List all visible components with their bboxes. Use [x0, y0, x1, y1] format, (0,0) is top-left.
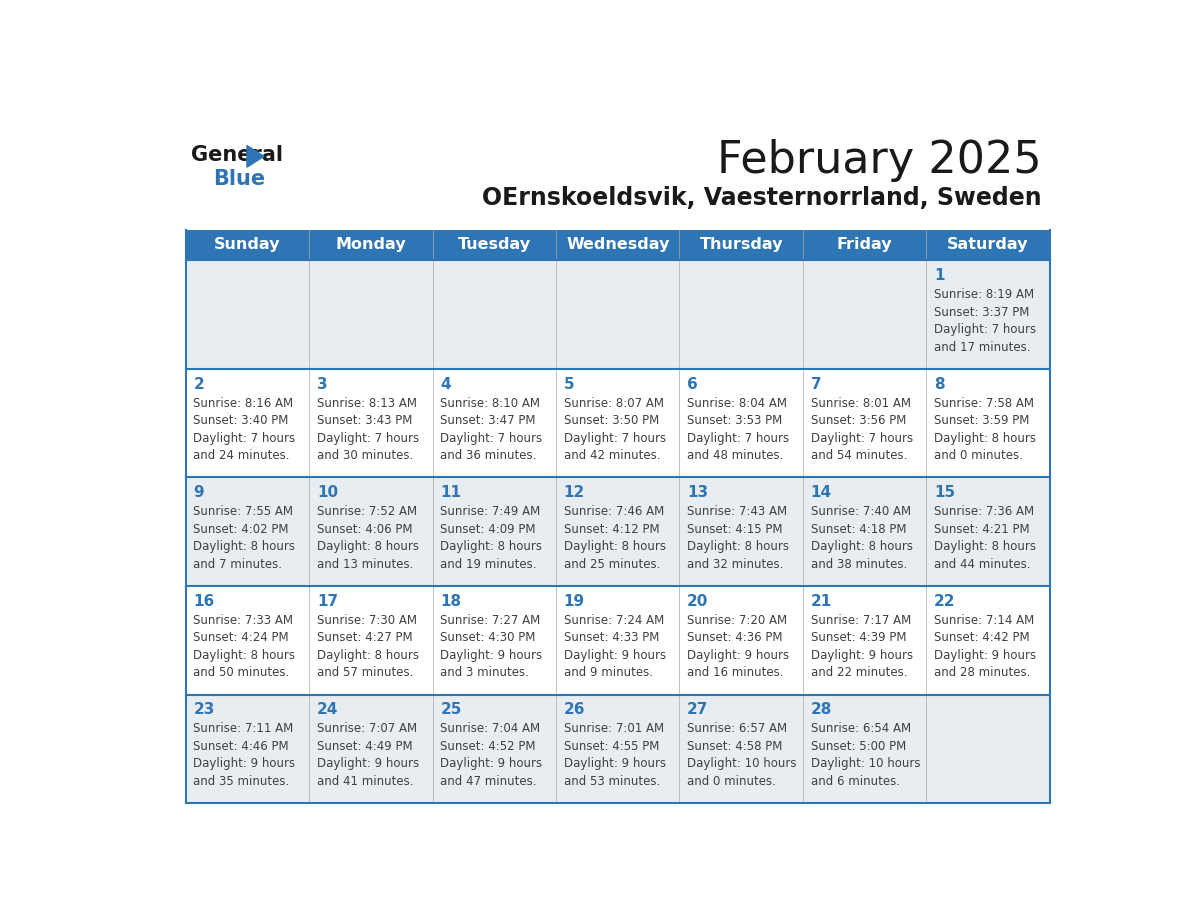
- Text: 27: 27: [687, 702, 708, 717]
- Text: February 2025: February 2025: [718, 139, 1042, 182]
- Text: Sunrise: 7:20 AM
Sunset: 4:36 PM
Daylight: 9 hours
and 16 minutes.: Sunrise: 7:20 AM Sunset: 4:36 PM Dayligh…: [687, 614, 789, 679]
- Text: 23: 23: [194, 702, 215, 717]
- Text: 21: 21: [810, 594, 832, 609]
- Text: 11: 11: [441, 485, 461, 500]
- Text: 26: 26: [564, 702, 586, 717]
- Text: 15: 15: [934, 485, 955, 500]
- Text: Sunrise: 7:14 AM
Sunset: 4:42 PM
Daylight: 9 hours
and 28 minutes.: Sunrise: 7:14 AM Sunset: 4:42 PM Dayligh…: [934, 614, 1036, 679]
- Text: Sunrise: 8:07 AM
Sunset: 3:50 PM
Daylight: 7 hours
and 42 minutes.: Sunrise: 8:07 AM Sunset: 3:50 PM Dayligh…: [564, 397, 666, 462]
- Text: Sunrise: 7:27 AM
Sunset: 4:30 PM
Daylight: 9 hours
and 3 minutes.: Sunrise: 7:27 AM Sunset: 4:30 PM Dayligh…: [441, 614, 543, 679]
- Text: Sunrise: 7:36 AM
Sunset: 4:21 PM
Daylight: 8 hours
and 44 minutes.: Sunrise: 7:36 AM Sunset: 4:21 PM Dayligh…: [934, 505, 1036, 571]
- Text: Thursday: Thursday: [700, 238, 783, 252]
- Text: Tuesday: Tuesday: [457, 238, 531, 252]
- Text: Sunrise: 8:19 AM
Sunset: 3:37 PM
Daylight: 7 hours
and 17 minutes.: Sunrise: 8:19 AM Sunset: 3:37 PM Dayligh…: [934, 288, 1036, 353]
- Text: Saturday: Saturday: [947, 238, 1029, 252]
- Text: Sunrise: 7:43 AM
Sunset: 4:15 PM
Daylight: 8 hours
and 32 minutes.: Sunrise: 7:43 AM Sunset: 4:15 PM Dayligh…: [687, 505, 789, 571]
- Text: Sunrise: 7:49 AM
Sunset: 4:09 PM
Daylight: 8 hours
and 19 minutes.: Sunrise: 7:49 AM Sunset: 4:09 PM Dayligh…: [441, 505, 543, 571]
- Bar: [927, 230, 1050, 261]
- Text: Sunrise: 8:01 AM
Sunset: 3:56 PM
Daylight: 7 hours
and 54 minutes.: Sunrise: 8:01 AM Sunset: 3:56 PM Dayligh…: [810, 397, 912, 462]
- Text: Sunrise: 7:55 AM
Sunset: 4:02 PM
Daylight: 8 hours
and 7 minutes.: Sunrise: 7:55 AM Sunset: 4:02 PM Dayligh…: [194, 505, 296, 571]
- Text: Sunrise: 7:24 AM
Sunset: 4:33 PM
Daylight: 9 hours
and 9 minutes.: Sunrise: 7:24 AM Sunset: 4:33 PM Dayligh…: [564, 614, 666, 679]
- Text: General: General: [191, 145, 283, 165]
- Bar: [185, 477, 1050, 586]
- Text: 6: 6: [687, 376, 699, 392]
- Bar: [185, 695, 1050, 803]
- Text: 20: 20: [687, 594, 708, 609]
- Text: 5: 5: [564, 376, 575, 392]
- Text: 10: 10: [317, 485, 339, 500]
- Text: 7: 7: [810, 376, 821, 392]
- Bar: [556, 230, 680, 261]
- Text: 3: 3: [317, 376, 328, 392]
- Bar: [185, 586, 1050, 695]
- Text: Sunrise: 7:30 AM
Sunset: 4:27 PM
Daylight: 8 hours
and 57 minutes.: Sunrise: 7:30 AM Sunset: 4:27 PM Dayligh…: [317, 614, 419, 679]
- Text: 9: 9: [194, 485, 204, 500]
- Text: Blue: Blue: [213, 170, 265, 189]
- Text: 18: 18: [441, 594, 461, 609]
- Bar: [185, 261, 1050, 369]
- Text: 16: 16: [194, 594, 215, 609]
- Text: OErnskoeldsvik, Vaesternorrland, Sweden: OErnskoeldsvik, Vaesternorrland, Sweden: [482, 186, 1042, 210]
- Bar: [803, 230, 927, 261]
- Text: 2: 2: [194, 376, 204, 392]
- Text: 8: 8: [934, 376, 944, 392]
- Bar: [432, 230, 556, 261]
- Text: 22: 22: [934, 594, 955, 609]
- Text: Sunrise: 8:13 AM
Sunset: 3:43 PM
Daylight: 7 hours
and 30 minutes.: Sunrise: 8:13 AM Sunset: 3:43 PM Dayligh…: [317, 397, 419, 462]
- Text: Wednesday: Wednesday: [565, 238, 670, 252]
- Text: Sunrise: 7:52 AM
Sunset: 4:06 PM
Daylight: 8 hours
and 13 minutes.: Sunrise: 7:52 AM Sunset: 4:06 PM Dayligh…: [317, 505, 419, 571]
- Text: 1: 1: [934, 268, 944, 283]
- Bar: [185, 369, 1050, 477]
- Text: Sunrise: 8:16 AM
Sunset: 3:40 PM
Daylight: 7 hours
and 24 minutes.: Sunrise: 8:16 AM Sunset: 3:40 PM Dayligh…: [194, 397, 296, 462]
- Text: 12: 12: [564, 485, 584, 500]
- Text: 28: 28: [810, 702, 832, 717]
- Text: Sunrise: 7:17 AM
Sunset: 4:39 PM
Daylight: 9 hours
and 22 minutes.: Sunrise: 7:17 AM Sunset: 4:39 PM Dayligh…: [810, 614, 912, 679]
- Text: 4: 4: [441, 376, 451, 392]
- Text: 14: 14: [810, 485, 832, 500]
- Text: Sunrise: 7:33 AM
Sunset: 4:24 PM
Daylight: 8 hours
and 50 minutes.: Sunrise: 7:33 AM Sunset: 4:24 PM Dayligh…: [194, 614, 296, 679]
- Text: Sunday: Sunday: [214, 238, 280, 252]
- Text: Sunrise: 7:46 AM
Sunset: 4:12 PM
Daylight: 8 hours
and 25 minutes.: Sunrise: 7:46 AM Sunset: 4:12 PM Dayligh…: [564, 505, 665, 571]
- Text: 13: 13: [687, 485, 708, 500]
- Text: Monday: Monday: [335, 238, 406, 252]
- Text: Sunrise: 6:54 AM
Sunset: 5:00 PM
Daylight: 10 hours
and 6 minutes.: Sunrise: 6:54 AM Sunset: 5:00 PM Dayligh…: [810, 722, 921, 788]
- Text: Sunrise: 7:07 AM
Sunset: 4:49 PM
Daylight: 9 hours
and 41 minutes.: Sunrise: 7:07 AM Sunset: 4:49 PM Dayligh…: [317, 722, 419, 788]
- Text: Sunrise: 7:04 AM
Sunset: 4:52 PM
Daylight: 9 hours
and 47 minutes.: Sunrise: 7:04 AM Sunset: 4:52 PM Dayligh…: [441, 722, 543, 788]
- Bar: [185, 230, 309, 261]
- Text: Sunrise: 7:01 AM
Sunset: 4:55 PM
Daylight: 9 hours
and 53 minutes.: Sunrise: 7:01 AM Sunset: 4:55 PM Dayligh…: [564, 722, 666, 788]
- Text: 17: 17: [317, 594, 339, 609]
- Text: 24: 24: [317, 702, 339, 717]
- Text: Sunrise: 7:58 AM
Sunset: 3:59 PM
Daylight: 8 hours
and 0 minutes.: Sunrise: 7:58 AM Sunset: 3:59 PM Dayligh…: [934, 397, 1036, 462]
- Text: Sunrise: 6:57 AM
Sunset: 4:58 PM
Daylight: 10 hours
and 0 minutes.: Sunrise: 6:57 AM Sunset: 4:58 PM Dayligh…: [687, 722, 797, 788]
- Bar: [680, 230, 803, 261]
- Bar: [309, 230, 432, 261]
- Text: 25: 25: [441, 702, 462, 717]
- Polygon shape: [247, 146, 264, 167]
- Text: Sunrise: 8:10 AM
Sunset: 3:47 PM
Daylight: 7 hours
and 36 minutes.: Sunrise: 8:10 AM Sunset: 3:47 PM Dayligh…: [441, 397, 543, 462]
- Text: Sunrise: 8:04 AM
Sunset: 3:53 PM
Daylight: 7 hours
and 48 minutes.: Sunrise: 8:04 AM Sunset: 3:53 PM Dayligh…: [687, 397, 789, 462]
- Text: Sunrise: 7:11 AM
Sunset: 4:46 PM
Daylight: 9 hours
and 35 minutes.: Sunrise: 7:11 AM Sunset: 4:46 PM Dayligh…: [194, 722, 296, 788]
- Text: Friday: Friday: [836, 238, 892, 252]
- Text: 19: 19: [564, 594, 584, 609]
- Text: Sunrise: 7:40 AM
Sunset: 4:18 PM
Daylight: 8 hours
and 38 minutes.: Sunrise: 7:40 AM Sunset: 4:18 PM Dayligh…: [810, 505, 912, 571]
